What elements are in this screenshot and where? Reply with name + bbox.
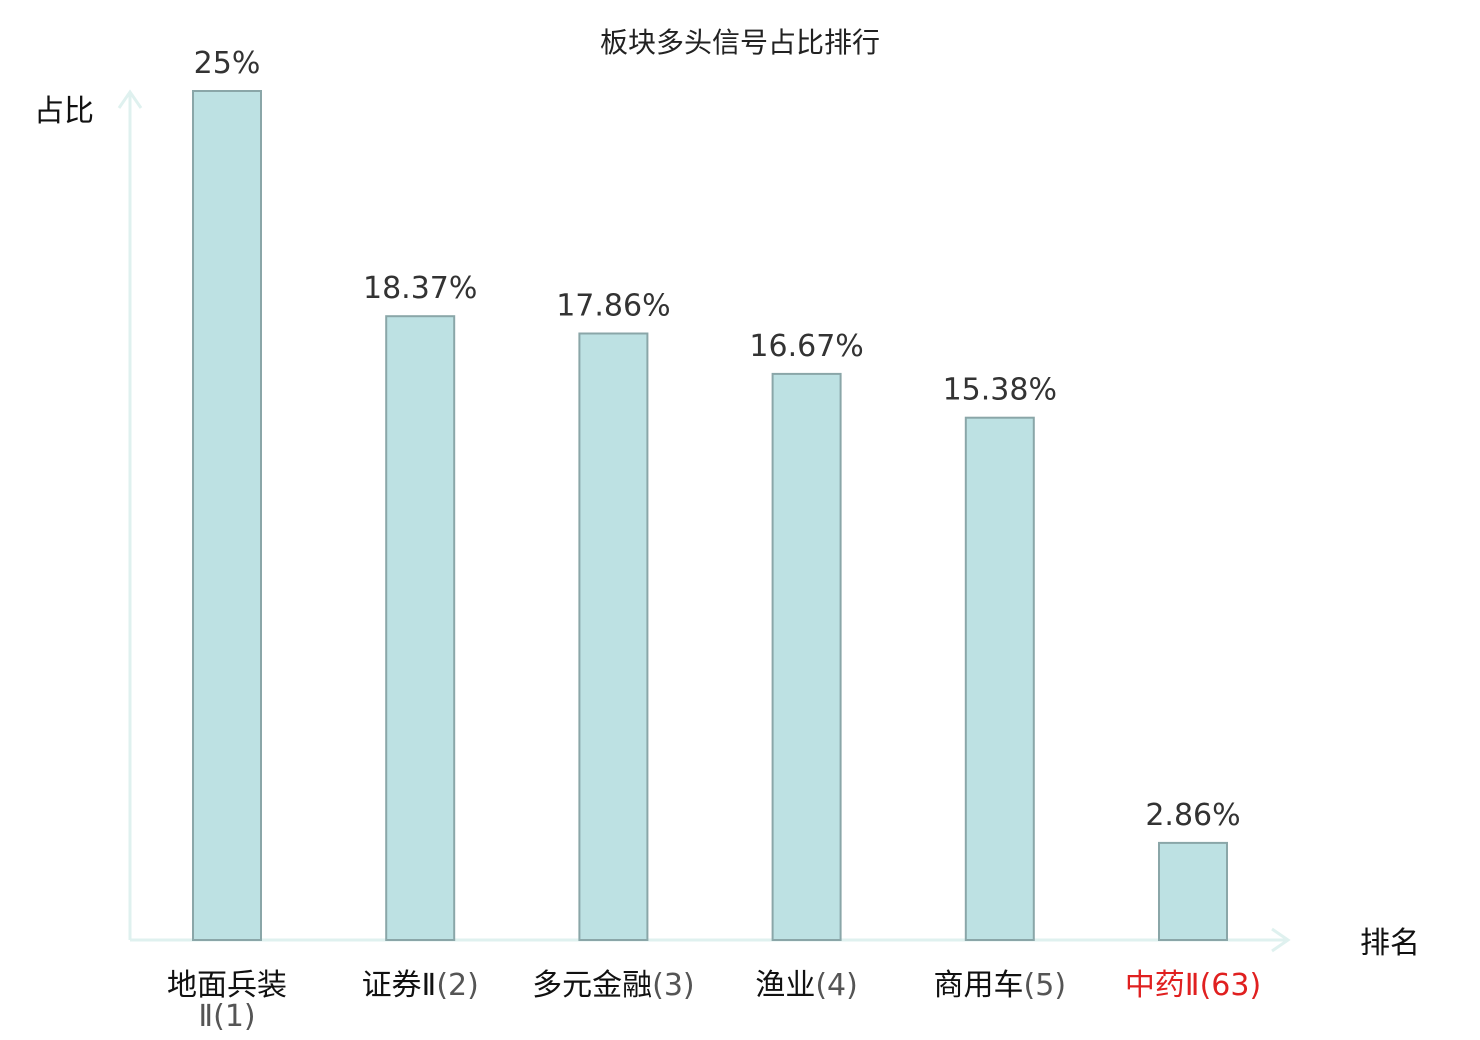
- category-label-5: 商用车(5): [934, 968, 1067, 1003]
- bar-2: [385, 315, 456, 941]
- value-label-4: 16.67%: [749, 329, 863, 364]
- category-rank-1: Ⅱ(1): [198, 999, 255, 1034]
- category-label-6: 中药Ⅱ(63): [1125, 968, 1261, 1003]
- category-rank-4: (4): [815, 968, 858, 1003]
- x-axis-label: 排名: [1360, 926, 1420, 961]
- bars-group: [192, 90, 1228, 942]
- category-rank-3: (3): [652, 968, 695, 1003]
- category-rank-5: (5): [1024, 968, 1067, 1003]
- category-rank-2: (2): [436, 968, 479, 1003]
- category-label-3: 多元金融(3): [532, 968, 695, 1003]
- value-label-3: 17.86%: [556, 289, 670, 324]
- category-label-1: 地面兵装: [167, 968, 287, 1003]
- y-axis-arrow: [117, 89, 143, 109]
- value-label-6: 2.86%: [1145, 798, 1240, 833]
- axes: [117, 89, 1291, 953]
- bar-5: [964, 416, 1035, 941]
- bar-4: [771, 372, 842, 941]
- category-label-4: 渔业(4): [755, 968, 858, 1003]
- category-label-2: 证券Ⅱ(2): [362, 968, 479, 1003]
- value-label-5: 15.38%: [943, 373, 1057, 408]
- y-axis-label: 占比: [34, 94, 94, 129]
- value-label-2: 18.37%: [363, 271, 477, 306]
- bar-1: [192, 90, 262, 941]
- value-labels-group: 25% 18.37% 17.86% 16.67% 15.38% 2.86%: [194, 46, 1241, 833]
- category-rank-6: (63): [1200, 968, 1262, 1003]
- x-axis-arrow: [1271, 927, 1291, 953]
- bar-3: [578, 332, 649, 941]
- bar-6: [1158, 841, 1228, 942]
- chart-title: 板块多头信号占比排行: [600, 26, 880, 59]
- value-label-1: 25%: [194, 46, 261, 81]
